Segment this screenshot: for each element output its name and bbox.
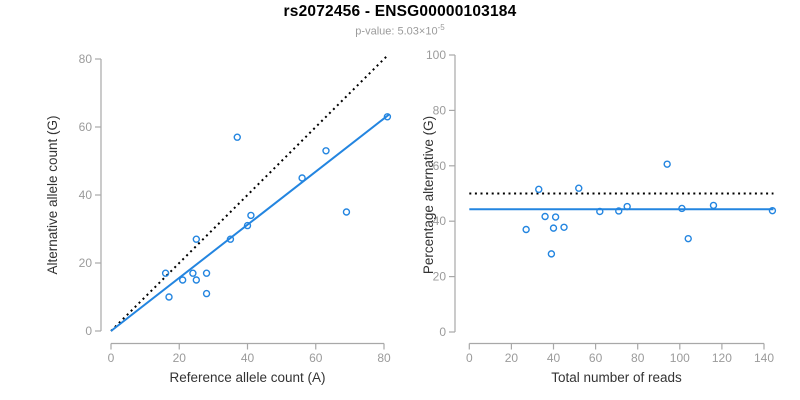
panel-1-y-tick-label: 60 (79, 120, 93, 134)
panel-1-data-point (192, 276, 201, 284)
panel-2-x-tick-label: 40 (547, 351, 561, 365)
panel-2-data-point (709, 201, 718, 210)
panel-2-x-tick-label: 80 (631, 351, 645, 365)
panel-2-y-tick-label: 80 (433, 103, 447, 117)
panel-2-x-tick-label: 60 (589, 351, 603, 365)
panel-1-x-tick-label: 80 (377, 351, 391, 365)
panel-2-data-point (684, 234, 692, 243)
panel-2-data-point (615, 207, 623, 215)
panel-2-data-point (535, 185, 543, 194)
plot-subtitle: p-value: 5.03×10-5 (0, 23, 800, 38)
panel-1-data-point (342, 208, 351, 216)
panel-1-data-point (383, 113, 392, 121)
panel-2-data-point (549, 224, 558, 232)
panel-2-data-point (678, 204, 686, 213)
panel-1-data-point (202, 269, 211, 277)
panel-2-x-tick-label: 100 (670, 351, 690, 365)
panel-2-data-point (663, 160, 671, 168)
panel-2-x-tick-label: 0 (466, 351, 473, 365)
panel-2-x-tick-label: 20 (505, 351, 519, 365)
panel-2-y-tick-label: 100 (426, 48, 446, 62)
panel-2-data-point (575, 184, 583, 192)
panel-1-identity-line (110, 54, 389, 332)
panel-1-data-point (322, 147, 330, 155)
panel-1-x-tick-label: 60 (309, 351, 323, 365)
panel-1-data-point (298, 174, 306, 182)
plot-title: rs2072456 - ENSG00000103184 (283, 3, 517, 20)
panel-2-x-tick-label: 140 (754, 351, 774, 365)
pvalue-base: 5.03×10 (397, 25, 438, 38)
panel-1-data-point (247, 211, 255, 220)
panel-1-data-point (192, 235, 201, 243)
pvalue-prefix: p-value: (355, 25, 398, 38)
panel-2-data-point (522, 225, 530, 234)
panel-1-data-point (178, 276, 187, 284)
panel-1-data-point (226, 235, 235, 243)
panel-1-y-tick-label: 20 (79, 256, 93, 270)
panel-1-y-tick-label: 80 (79, 52, 93, 66)
panel-1-y-tick-label: 0 (85, 324, 92, 338)
panel-2-data-point (768, 206, 777, 215)
panel-2-data-point (547, 250, 556, 258)
panel-1-data-point (189, 269, 197, 277)
panel-1-y-tick-label: 40 (79, 188, 93, 202)
panel-1-data-point (161, 269, 170, 277)
panel-2-data-point (596, 207, 604, 216)
panel-1-data-point (243, 221, 252, 230)
panel-2-x-axis-title: Total number of reads (551, 370, 682, 385)
panel-2-y-tick-label: 60 (433, 159, 447, 173)
pvalue-exponent: -5 (437, 23, 445, 32)
panel-1-x-tick-label: 20 (173, 351, 187, 365)
panel-1-x-axis-title: Reference allele count (A) (169, 370, 325, 385)
panel-1-data-point (233, 133, 241, 141)
panel-2-data-point (541, 212, 549, 221)
panel-1-y-axis-title: Alternative allele count (G) (45, 115, 60, 274)
panel-1-data-point (202, 289, 211, 298)
panel-2-x-tick-label: 120 (712, 351, 732, 365)
panel-1-data-point (165, 293, 173, 301)
panel-2-data-point (623, 202, 631, 211)
panel-1-x-tick-label: 40 (241, 351, 255, 365)
panel-2-y-tick-label: 40 (433, 214, 447, 228)
panel-2-data-point (551, 213, 560, 221)
panel-2-y-tick-label: 20 (433, 270, 447, 284)
panel-2-y-axis-title: Percentage alternative (G) (421, 116, 436, 274)
panel-2-data-point (560, 223, 568, 231)
panel-2-y-tick-label: 0 (439, 325, 446, 339)
panel-1-x-tick-label: 0 (108, 351, 115, 365)
